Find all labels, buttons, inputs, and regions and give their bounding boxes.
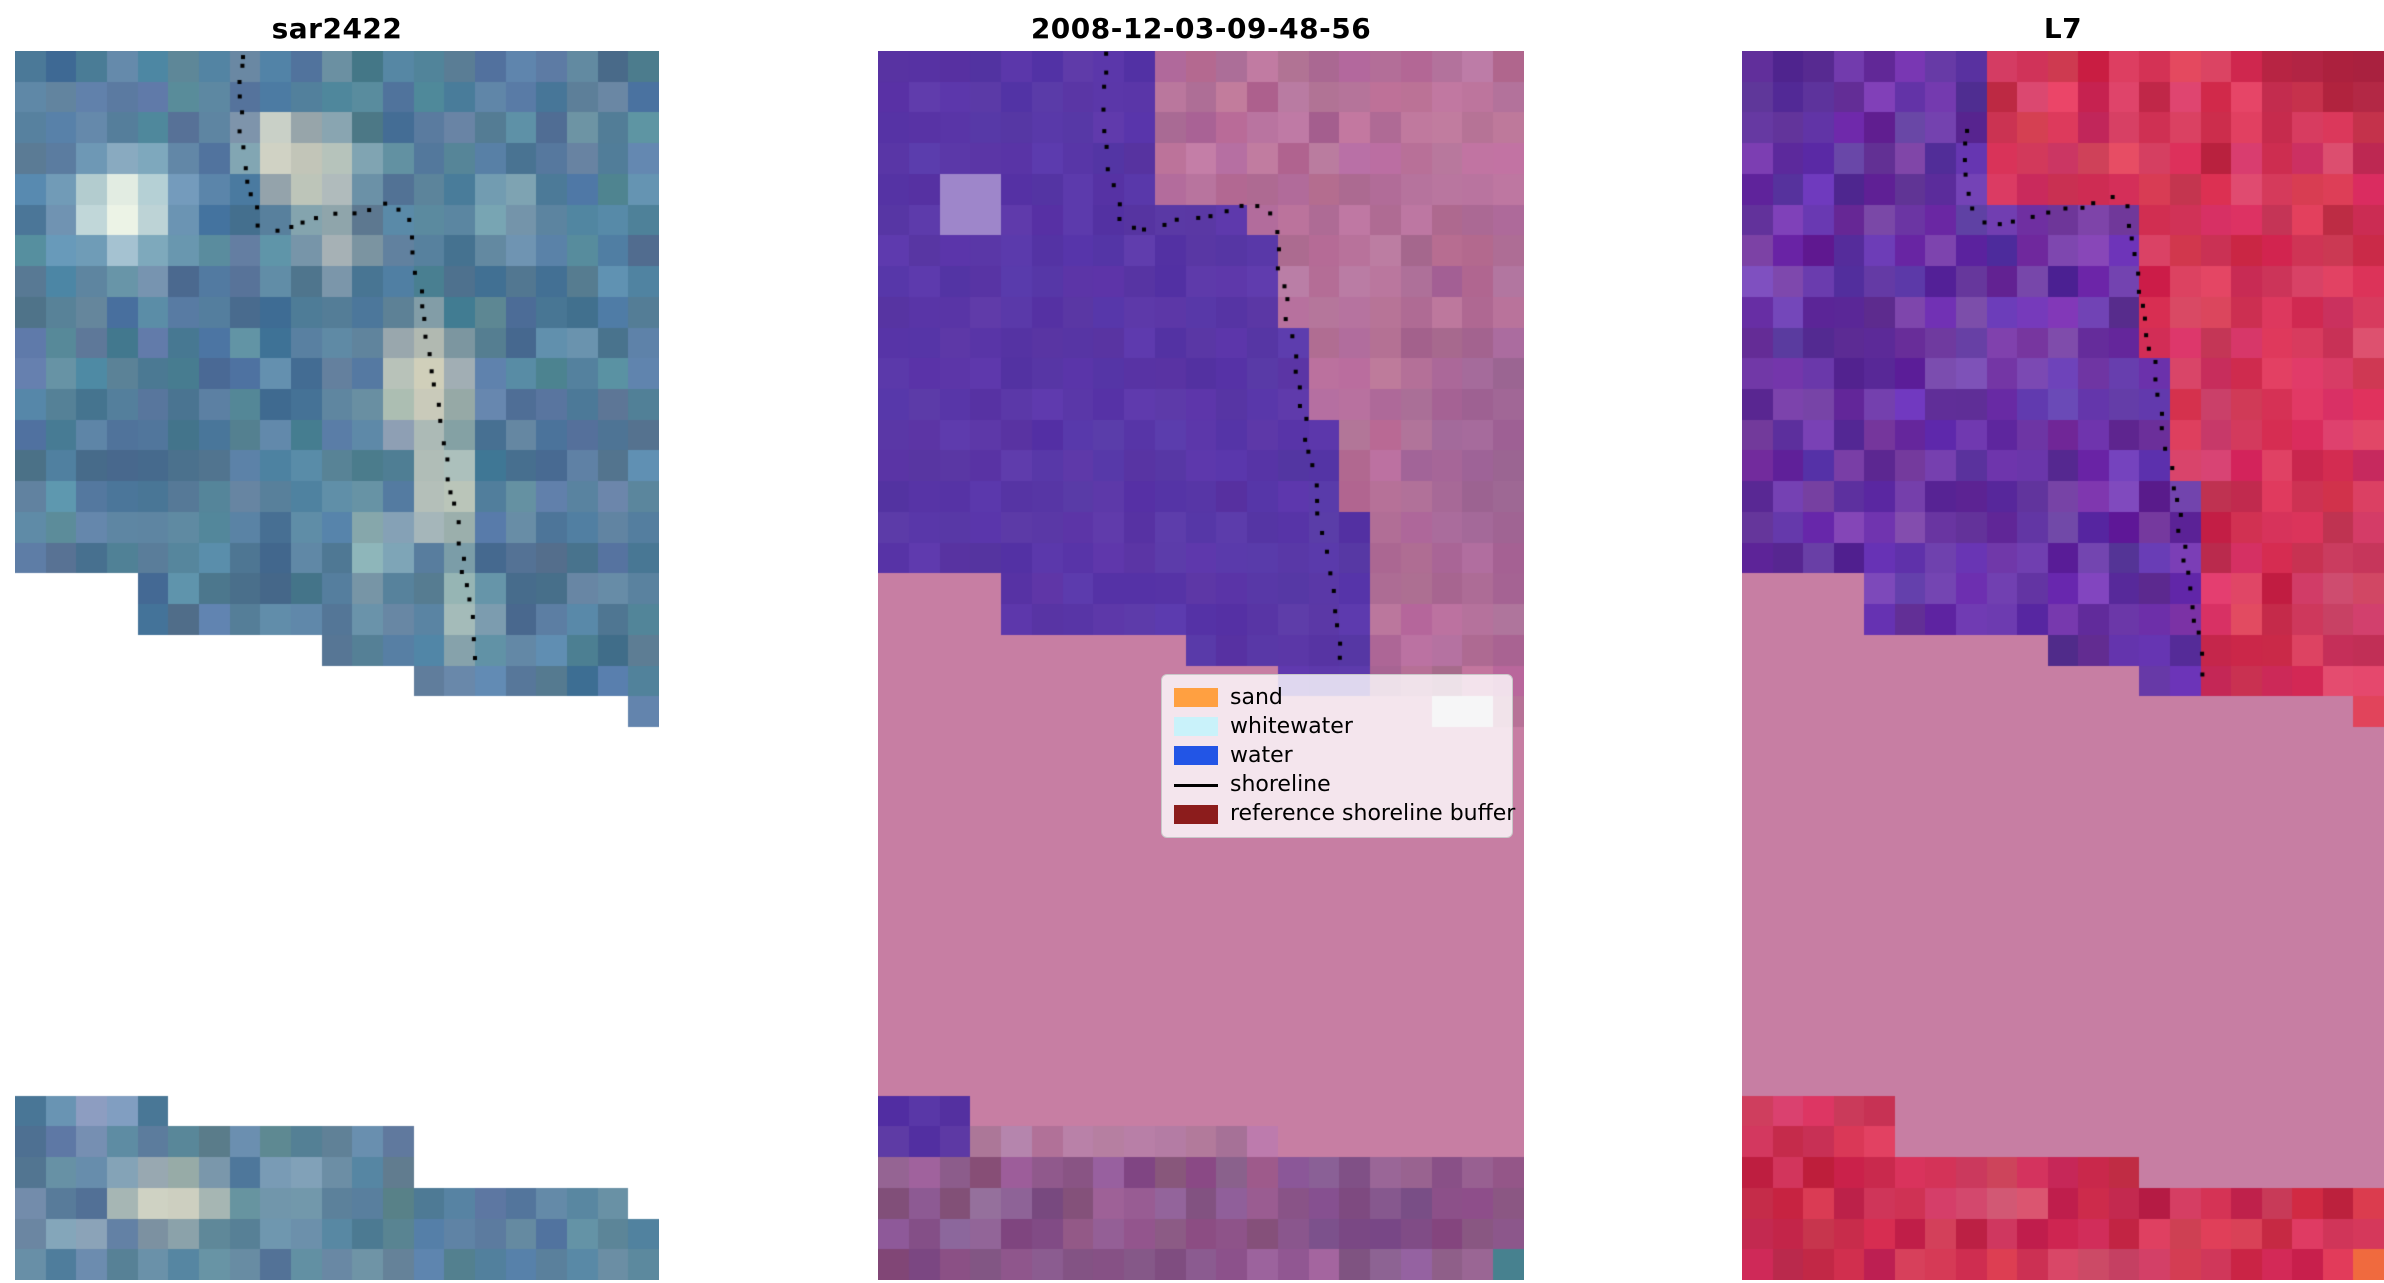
- legend-label-shoreline: shoreline: [1230, 772, 1331, 798]
- panel-l7: L7: [1742, 0, 2384, 1283]
- classified-image-canvas: [878, 51, 1524, 1280]
- legend-item-whitewater: whitewater: [1174, 714, 1500, 740]
- panel-classified-2008-12-03: 2008-12-03-09-48-56 sand whitewater wate…: [878, 0, 1524, 1283]
- panel-title-l7: L7: [2043, 12, 2083, 45]
- legend-label-reference-shoreline-buffer: reference shoreline buffer: [1230, 801, 1516, 827]
- panel-title-sar2422: sar2422: [271, 12, 403, 45]
- water-swatch: [1174, 746, 1218, 766]
- legend-label-water: water: [1230, 742, 1293, 768]
- panel-sar2422: sar2422: [15, 0, 659, 1283]
- legend-item-sand: sand: [1174, 685, 1500, 711]
- legend-label-whitewater: whitewater: [1230, 713, 1353, 739]
- legend-label-sand: sand: [1230, 684, 1283, 710]
- l7-image-canvas: [1742, 51, 2384, 1280]
- shoreline-line-swatch: [1174, 783, 1218, 787]
- legend-item-water: water: [1174, 743, 1500, 769]
- legend-item-reference-shoreline-buffer: reference shoreline buffer: [1174, 801, 1515, 827]
- panel-title-classified: 2008-12-03-09-48-56: [1030, 12, 1372, 45]
- whitewater-swatch: [1174, 717, 1218, 737]
- legend: sand whitewater water shoreline referenc…: [1161, 674, 1515, 838]
- sar-image-canvas: [15, 51, 659, 1280]
- reference-shoreline-buffer-swatch: [1174, 804, 1218, 824]
- sand-swatch: [1174, 688, 1218, 708]
- legend-item-shoreline: shoreline: [1174, 772, 1500, 798]
